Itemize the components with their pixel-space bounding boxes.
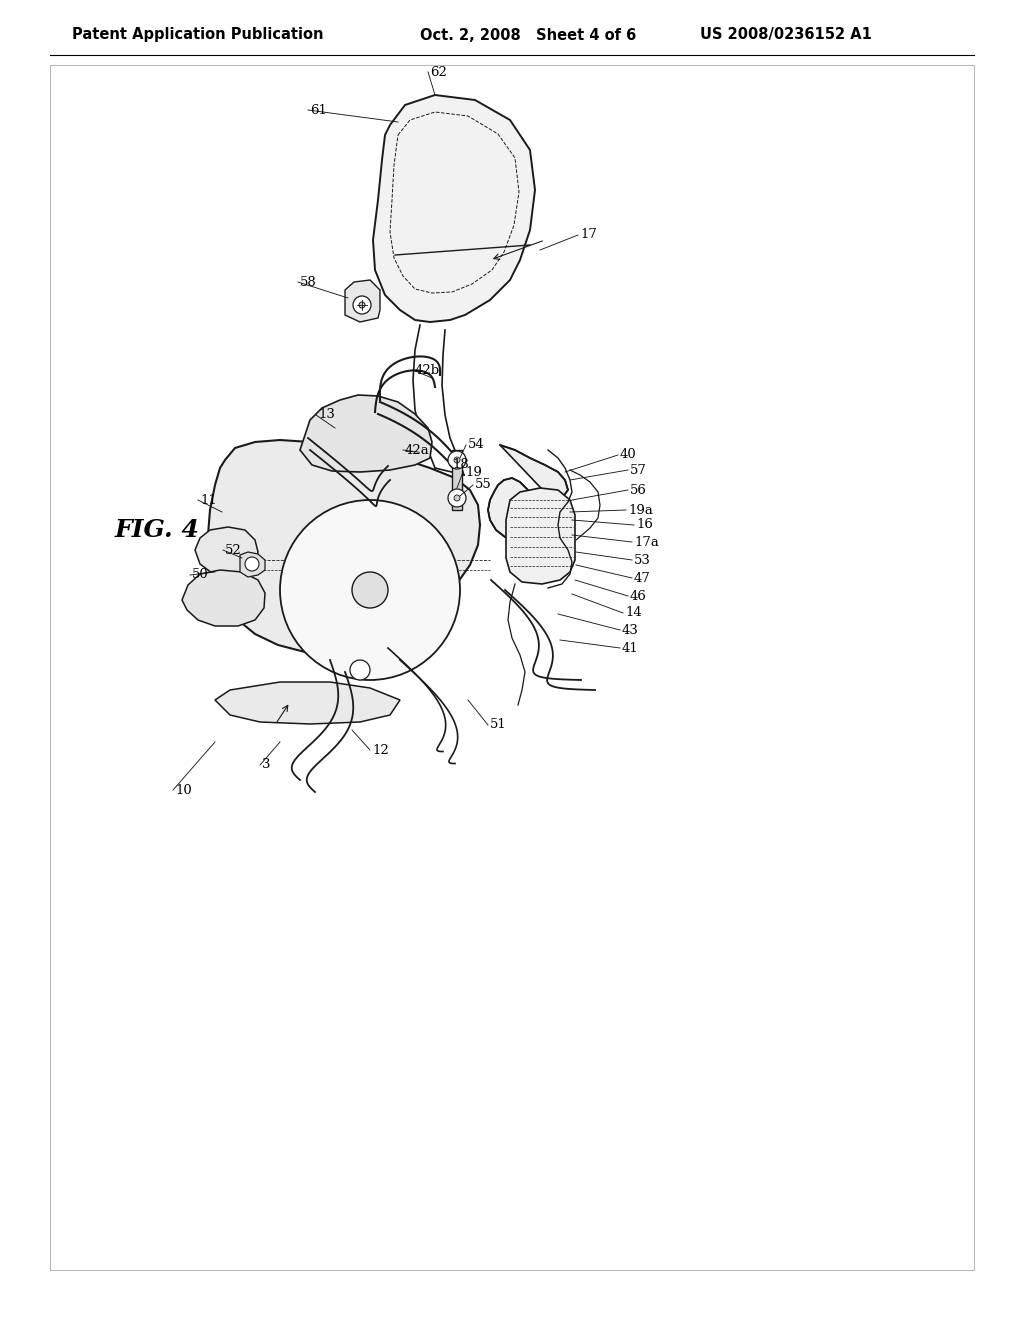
Text: 11: 11 (200, 494, 217, 507)
Polygon shape (215, 682, 400, 723)
Text: 41: 41 (622, 642, 639, 655)
Text: 56: 56 (630, 483, 647, 496)
Text: 17a: 17a (634, 536, 658, 549)
Text: 46: 46 (630, 590, 647, 602)
Polygon shape (300, 395, 432, 473)
Circle shape (449, 451, 466, 469)
Circle shape (454, 495, 460, 502)
Text: US 2008/0236152 A1: US 2008/0236152 A1 (700, 28, 871, 42)
Text: 61: 61 (310, 103, 327, 116)
Polygon shape (488, 445, 568, 540)
Text: 54: 54 (468, 438, 484, 451)
Text: 42b: 42b (415, 363, 440, 376)
Text: 16: 16 (636, 519, 653, 532)
Circle shape (245, 557, 259, 572)
Text: 53: 53 (634, 553, 651, 566)
Text: 17: 17 (580, 228, 597, 242)
Circle shape (353, 296, 371, 314)
Text: 58: 58 (300, 276, 316, 289)
Text: 51: 51 (490, 718, 507, 731)
Polygon shape (506, 488, 575, 583)
Text: 10: 10 (175, 784, 191, 796)
Text: 18: 18 (452, 458, 469, 471)
Text: Oct. 2, 2008   Sheet 4 of 6: Oct. 2, 2008 Sheet 4 of 6 (420, 28, 636, 42)
Polygon shape (452, 450, 462, 510)
Polygon shape (182, 570, 265, 626)
Polygon shape (208, 440, 480, 655)
Text: 14: 14 (625, 606, 642, 619)
Text: 57: 57 (630, 463, 647, 477)
Circle shape (350, 660, 370, 680)
Text: 3: 3 (262, 759, 270, 771)
Text: FIG. 4: FIG. 4 (115, 517, 200, 543)
Text: 19: 19 (465, 466, 482, 479)
Text: 47: 47 (634, 572, 651, 585)
Polygon shape (373, 95, 535, 322)
Text: 19a: 19a (628, 503, 653, 516)
Text: 12: 12 (372, 743, 389, 756)
Polygon shape (195, 527, 258, 576)
Circle shape (280, 500, 460, 680)
Circle shape (359, 302, 365, 308)
Text: 50: 50 (193, 569, 209, 582)
Text: Patent Application Publication: Patent Application Publication (72, 28, 324, 42)
Text: 40: 40 (620, 449, 637, 462)
Text: 52: 52 (225, 544, 242, 557)
Circle shape (449, 488, 466, 507)
Text: 43: 43 (622, 623, 639, 636)
Text: 13: 13 (318, 408, 335, 421)
Polygon shape (240, 552, 265, 577)
Circle shape (352, 572, 388, 609)
Text: 42a: 42a (406, 444, 430, 457)
Text: 55: 55 (475, 479, 492, 491)
Circle shape (454, 457, 460, 463)
Text: 62: 62 (430, 66, 446, 78)
Polygon shape (345, 280, 380, 322)
